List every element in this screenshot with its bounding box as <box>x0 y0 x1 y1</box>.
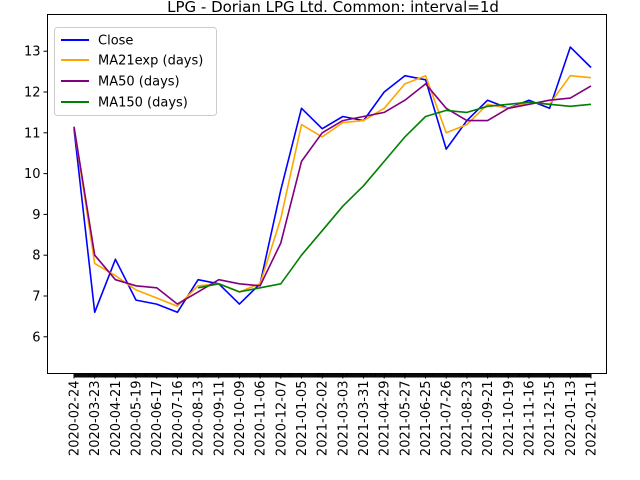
x-tick-label: 2021-07-26 <box>440 381 455 457</box>
x-tick-label: 2020-07-16 <box>171 381 186 457</box>
x-tick-label: 2020-09-11 <box>212 381 227 457</box>
legend-label-ma50: MA50 (days) <box>98 75 180 90</box>
series-line-ma50-days <box>73 83 592 305</box>
x-tick-label: 2021-11-16 <box>522 381 537 457</box>
y-tick-label: 7 <box>32 289 40 304</box>
y-tick-label: 9 <box>32 208 40 223</box>
x-tick-label: 2020-02-24 <box>68 381 83 457</box>
y-tick-label: 10 <box>24 167 41 182</box>
y-axis: 6 7 8 9 10 11 12 13 <box>24 45 48 345</box>
x-tick-label: 2022-02-11 <box>585 381 600 457</box>
legend-label-ma21exp: MA21exp (days) <box>98 54 203 69</box>
y-tick-label: 8 <box>32 249 40 264</box>
legend: Close MA21exp (days) MA50 (days) MA150 (… <box>54 27 217 116</box>
x-tick-label: 2020-05-19 <box>130 381 145 457</box>
x-tick-label: 2020-04-21 <box>109 381 124 457</box>
x-tick-label: 2021-01-05 <box>295 381 310 457</box>
y-tick-label: 11 <box>24 126 41 141</box>
x-tick-label: 2020-12-07 <box>274 381 289 457</box>
y-tick-label: 13 <box>24 45 41 60</box>
series-line-ma150-days <box>197 101 592 293</box>
series-layer <box>73 46 592 314</box>
x-tick-label: 2021-02-02 <box>316 381 331 457</box>
x-tick-label: 2021-04-29 <box>378 381 393 457</box>
x-axis: 2020-02-24 2020-03-23 2020-04-21 2020-05-19… <box>68 373 600 457</box>
x-tick-label: 2020-08-13 <box>192 381 207 457</box>
x-tick-label: 2020-03-23 <box>88 381 103 457</box>
x-tick-label: 2021-03-03 <box>336 381 351 457</box>
x-tick-label: 2022-01-13 <box>564 381 579 457</box>
x-tick-label: 2020-10-09 <box>233 381 248 457</box>
legend-label-ma150: MA150 (days) <box>98 96 188 111</box>
x-tick-label: 2021-06-25 <box>419 381 434 457</box>
x-tick-label: 2021-08-23 <box>460 381 475 457</box>
x-tick-label: 2021-05-27 <box>398 381 413 457</box>
y-tick-label: 12 <box>24 86 41 101</box>
chart-title: LPG - Dorian LPG Ltd. Common: interval=1… <box>167 0 499 16</box>
x-tick-label: 2021-10-19 <box>502 381 517 457</box>
series-line-ma21exp-days <box>73 74 592 307</box>
legend-box <box>54 27 217 116</box>
x-tick-label: 2021-03-31 <box>357 381 372 457</box>
x-tick-label: 2021-09-21 <box>481 380 496 456</box>
legend-label-close: Close <box>98 34 133 49</box>
x-tick-label: 2021-12-15 <box>543 381 558 457</box>
x-tick-label: 2020-11-06 <box>254 381 269 457</box>
x-tick-label: 2020-06-17 <box>150 381 165 457</box>
y-tick-label: 6 <box>32 330 40 345</box>
